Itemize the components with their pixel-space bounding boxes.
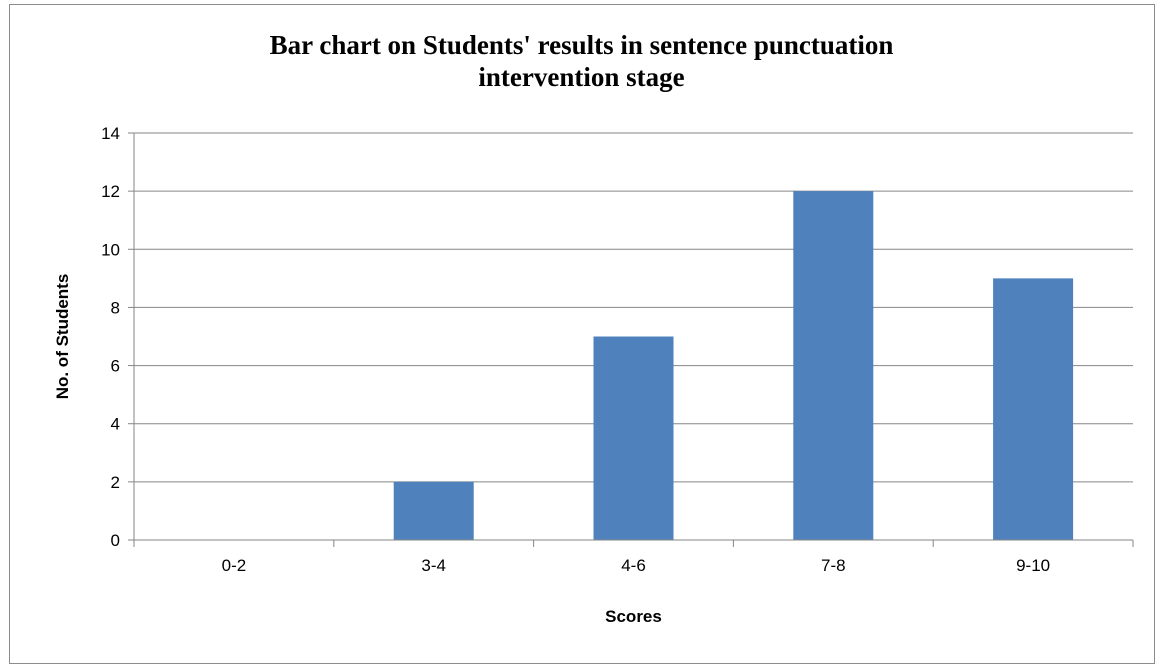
chart-title: Bar chart on Students' results in senten… <box>0 29 1163 93</box>
y-tick-label-6: 6 <box>111 357 120 376</box>
y-axis-title: No. of Students <box>53 274 72 400</box>
chart-title-line-1: Bar chart on Students' results in senten… <box>269 30 894 60</box>
bar-7-8 <box>793 191 874 540</box>
y-tick-label-0: 0 <box>111 531 120 550</box>
y-tick-label-4: 4 <box>111 415 120 434</box>
bars <box>393 191 1074 540</box>
axes <box>128 132 1134 547</box>
y-tick-label-12: 12 <box>101 182 120 201</box>
y-tick-label-8: 8 <box>111 298 120 317</box>
y-tick-label-14: 14 <box>101 124 120 143</box>
bar-9-10 <box>993 278 1074 540</box>
x-tick-label-4-6: 4-6 <box>621 556 646 575</box>
y-tick-label-2: 2 <box>111 473 120 492</box>
x-tick-label-9-10: 9-10 <box>1016 556 1050 575</box>
bar-3-4 <box>393 481 474 540</box>
x-tick-label-3-4: 3-4 <box>421 556 446 575</box>
bar-4-6 <box>593 336 674 540</box>
tick-labels: 0 2 4 6 8 10 12 14 0-2 3-4 4-6 7-8 9-10 <box>101 124 1050 575</box>
x-tick-label-0-2: 0-2 <box>222 556 247 575</box>
chart-frame <box>9 4 1155 664</box>
x-axis-title: Scores <box>605 607 662 626</box>
chart-title-line-2: intervention stage <box>478 62 685 92</box>
y-tick-label-10: 10 <box>101 240 120 259</box>
x-tick-label-7-8: 7-8 <box>821 556 846 575</box>
